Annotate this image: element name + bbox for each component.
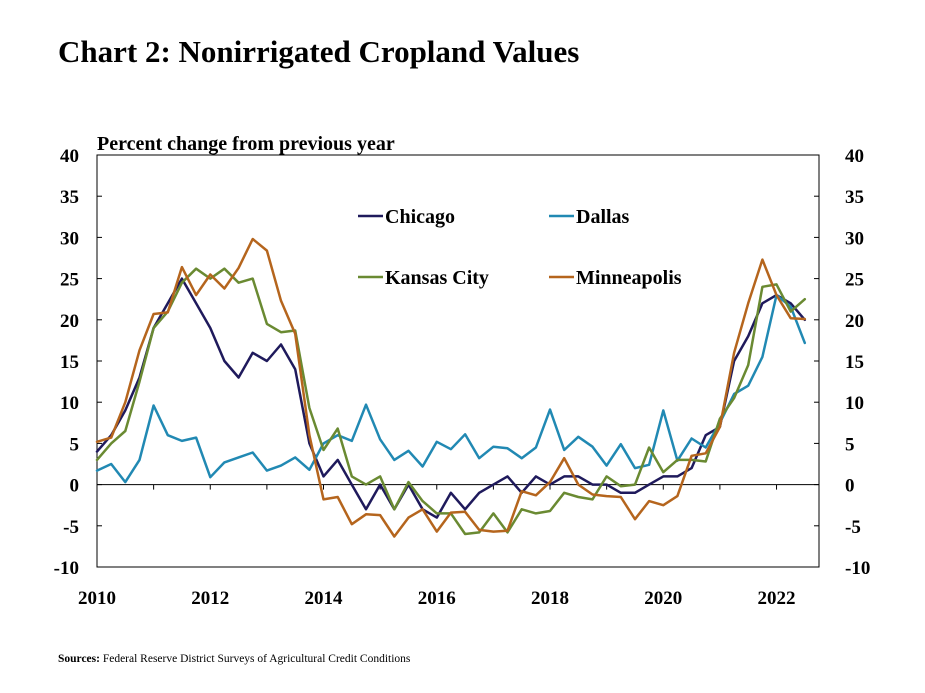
series-line-chicago bbox=[95, 277, 807, 519]
y-tick-label-left: 25 bbox=[60, 270, 79, 291]
source-text: Federal Reserve District Surveys of Agri… bbox=[103, 653, 411, 665]
source-note: Sources: Federal Reserve District Survey… bbox=[58, 653, 411, 665]
x-tick-label: 2022 bbox=[758, 588, 796, 609]
series-lines bbox=[95, 237, 807, 538]
y-tick-label-right: 15 bbox=[845, 352, 864, 373]
y-tick-label-right: 20 bbox=[845, 311, 864, 332]
y-tick-label-left: -10 bbox=[54, 558, 79, 579]
x-tick-label: 2016 bbox=[418, 588, 456, 609]
y-tick-label-left: 5 bbox=[70, 434, 80, 455]
y-tick-label-left: 0 bbox=[70, 476, 80, 497]
x-tick-label: 2018 bbox=[531, 588, 569, 609]
y-tick-label-left: 35 bbox=[60, 187, 79, 208]
chart-title: Chart 2: Nonirrigated Cropland Values bbox=[58, 34, 579, 69]
legend-label-kansas-city: Kansas City bbox=[385, 267, 489, 289]
y-tick-label-left: 10 bbox=[60, 393, 79, 414]
y-tick-label-right: 10 bbox=[845, 393, 864, 414]
x-tick-label: 2012 bbox=[191, 588, 229, 609]
x-tick-label: 2014 bbox=[305, 588, 344, 609]
y-tick-label-right: -5 bbox=[845, 517, 861, 538]
y-tick-label-left: -5 bbox=[63, 517, 79, 538]
y-tick-label-left: 15 bbox=[60, 352, 79, 373]
plot-frame bbox=[96, 154, 820, 568]
y-tick-label-right: 35 bbox=[845, 187, 864, 208]
y-tick-label-right: 40 bbox=[845, 146, 864, 167]
y-tick-label-right: 5 bbox=[845, 434, 855, 455]
y-tick-label-right: 0 bbox=[845, 476, 855, 497]
legend: Chicago Dallas Kansas City Minneapolis bbox=[358, 206, 682, 289]
y-tick-label-right: -10 bbox=[845, 558, 870, 579]
y-tick-label-right: 30 bbox=[845, 228, 864, 249]
source-label: Sources: bbox=[58, 653, 100, 665]
legend-label-dallas: Dallas bbox=[576, 206, 630, 228]
legend-label-chicago: Chicago bbox=[385, 206, 455, 228]
y-tick-label-left: 20 bbox=[60, 311, 79, 332]
legend-label-minneapolis: Minneapolis bbox=[576, 267, 682, 289]
y-tick-label-left: 30 bbox=[60, 228, 79, 249]
y-axis-label: Percent change from previous year bbox=[97, 133, 395, 155]
y-tick-label-left: 40 bbox=[60, 146, 79, 167]
y-tick-label-right: 25 bbox=[845, 270, 864, 291]
x-tick-label: 2020 bbox=[644, 588, 682, 609]
series-line-dallas bbox=[95, 293, 807, 484]
x-tick-label: 2010 bbox=[78, 588, 116, 609]
series-line-minneapolis bbox=[95, 237, 807, 538]
